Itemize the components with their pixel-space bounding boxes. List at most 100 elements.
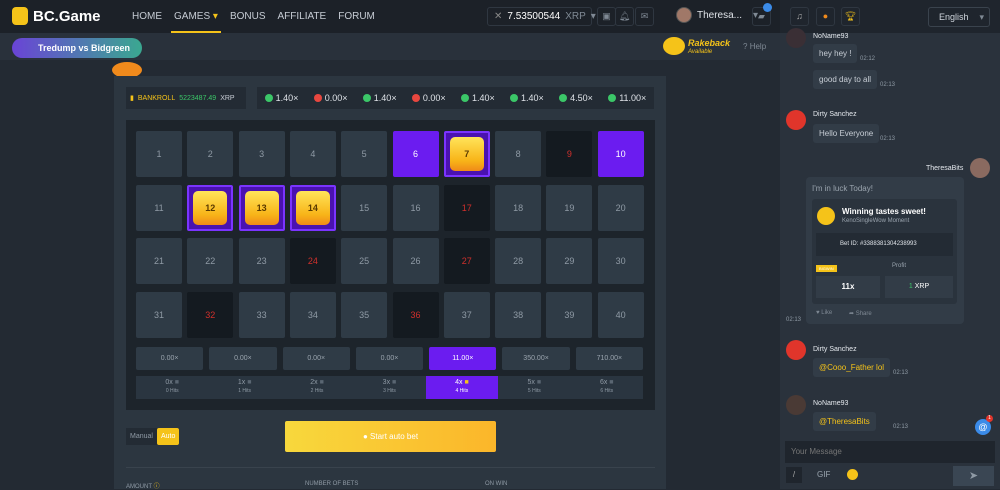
keno-cell-2[interactable]: 2 (187, 131, 234, 177)
keno-cell-32[interactable]: 32 (187, 291, 234, 338)
keno-cell-14[interactable]: 14 (289, 184, 336, 231)
user-menu[interactable]: Theresa... ▾ (676, 7, 758, 23)
on-win-label: ON WIN (485, 481, 508, 487)
command-button[interactable]: / (786, 467, 802, 483)
keno-cell-24[interactable]: 24 (289, 238, 336, 284)
emoji-button[interactable] (847, 469, 858, 480)
payout-item: 11.00× (429, 347, 497, 370)
keno-cell-26[interactable]: 26 (392, 238, 439, 284)
keno-cell-23[interactable]: 23 (238, 238, 285, 284)
gem-icon: 12 (193, 190, 228, 225)
nav-affiliate[interactable]: AFFILIATE (277, 11, 327, 22)
keno-cell-5[interactable]: 5 (341, 131, 388, 177)
language-select[interactable]: English ▾ (928, 7, 990, 27)
bet-id-row[interactable]: Bet ID: #3388381304238993 (816, 233, 953, 256)
chat-time: 02:13 (786, 317, 802, 323)
keno-cell-16[interactable]: 16 (392, 184, 439, 231)
help-button[interactable]: ? Help (743, 42, 766, 51)
chat-message-input[interactable] (785, 441, 995, 463)
keno-cell-33[interactable]: 33 (238, 291, 285, 338)
keno-cell-27[interactable]: 27 (443, 238, 490, 284)
avatar[interactable] (786, 395, 806, 415)
keno-cell-35[interactable]: 35 (341, 291, 388, 338)
avatar[interactable] (786, 340, 806, 360)
bet-details[interactable]: Winning tastes sweet! KenoSingleWow Mome… (812, 199, 957, 304)
keno-cell-17[interactable]: 17 (443, 184, 490, 231)
promo-banner[interactable]: Tredump vs Bidgreen (12, 38, 142, 58)
payout-item: 0.00× (209, 347, 277, 370)
nav-forum[interactable]: FORUM (338, 11, 375, 22)
keno-cell-1[interactable]: 1 (136, 131, 182, 177)
keno-cell-9[interactable]: 9 (546, 131, 593, 177)
notifications-button[interactable]: 🔔︎ (615, 7, 634, 26)
language-value: English (939, 12, 969, 22)
keno-cell-13[interactable]: 13 (238, 184, 285, 231)
keno-cell-12[interactable]: 12 (187, 184, 234, 231)
chat-username: Dirty Sanchez (813, 111, 857, 118)
keno-cell-36[interactable]: 36 (392, 291, 439, 338)
rakeback-button[interactable]: Rakeback Available (663, 37, 730, 55)
keno-cell-28[interactable]: 28 (495, 238, 542, 284)
like-button[interactable]: ♥ Like (816, 310, 833, 316)
keno-cell-10[interactable]: 10 (597, 131, 644, 177)
balance-selector[interactable]: ✕ 7.53500544 XRP ▾ (487, 7, 596, 26)
keno-cell-39[interactable]: 39 (546, 291, 593, 338)
share-title: Winning tastes sweet! (842, 207, 926, 216)
profit-currency: XRP (914, 283, 930, 290)
payout-row: 0.00× 0.00× 0.00× 0.00× 11.00× 350.00× 710.00× (136, 347, 643, 370)
share-button[interactable]: ➦ Share (849, 311, 872, 317)
keno-cell-7[interactable]: 7 (443, 131, 490, 177)
brand-logo[interactable]: BC.Game (12, 7, 101, 25)
keno-cell-34[interactable]: 34 (289, 291, 336, 338)
auto-tab[interactable]: Auto (156, 428, 180, 445)
mail-button[interactable]: ✉ (635, 7, 654, 26)
keno-cell-18[interactable]: 18 (495, 184, 542, 231)
gem-icon: ■ (319, 379, 324, 386)
send-button[interactable]: ➤ (953, 466, 994, 486)
keno-cell-4[interactable]: 4 (289, 131, 336, 177)
keno-cell-31[interactable]: 31 (136, 291, 182, 338)
chat-time: 02:13 (893, 424, 909, 430)
keno-cell-40[interactable]: 40 (597, 291, 644, 338)
hit-multiplier: 0x (165, 379, 173, 386)
fire-button[interactable]: ● (816, 7, 835, 26)
slash-icon: / (792, 470, 796, 479)
keno-cell-3[interactable]: 3 (238, 131, 285, 177)
keno-cell-21[interactable]: 21 (136, 238, 182, 284)
result-item: 0.00× (313, 93, 348, 103)
fire-icon: ● (822, 11, 829, 21)
keno-cell-8[interactable]: 8 (495, 131, 542, 177)
avatar[interactable] (786, 28, 806, 48)
keno-cell-30[interactable]: 30 (597, 238, 644, 284)
avatar[interactable] (970, 158, 990, 178)
nav-games[interactable]: GAMES ▾ (171, 0, 221, 33)
gif-button[interactable]: GIF (817, 470, 831, 479)
help-icon: ? (743, 42, 748, 51)
nav-bonus[interactable]: BONUS (229, 11, 266, 22)
keno-cell-20[interactable]: 20 (597, 184, 644, 231)
keno-cell-38[interactable]: 38 (495, 291, 542, 338)
chat-time: 02:13 (880, 82, 896, 88)
nav-home[interactable]: HOME (132, 11, 162, 22)
music-button[interactable]: ♫ (790, 7, 809, 26)
keno-cell-25[interactable]: 25 (341, 238, 388, 284)
payout-item: 0.00× (355, 347, 424, 370)
keno-cell-15[interactable]: 15 (341, 184, 388, 231)
trophy-button[interactable]: 🏆︎ (841, 7, 860, 26)
like-label: Like (821, 310, 833, 316)
start-auto-bet-button[interactable]: ● Start auto bet (285, 421, 496, 452)
keno-cell-11[interactable]: 11 (136, 184, 182, 231)
avatar[interactable] (786, 110, 806, 130)
hit-label: 4 Hits (455, 388, 469, 394)
wallet-button[interactable]: ▣ (597, 7, 616, 26)
manual-tab[interactable]: Manual (130, 433, 153, 440)
keno-cell-6[interactable]: 6 (392, 131, 439, 177)
info-icon: ⓘ (153, 484, 160, 490)
mention-button[interactable]: @ (975, 419, 991, 435)
chat-toggle-button[interactable]: ▰ (752, 7, 771, 26)
keno-cell-19[interactable]: 19 (546, 184, 593, 231)
keno-cell-29[interactable]: 29 (546, 238, 593, 284)
keno-cell-37[interactable]: 37 (443, 291, 490, 338)
keno-cell-22[interactable]: 22 (187, 238, 234, 284)
gem-icon: ■ (247, 379, 252, 386)
